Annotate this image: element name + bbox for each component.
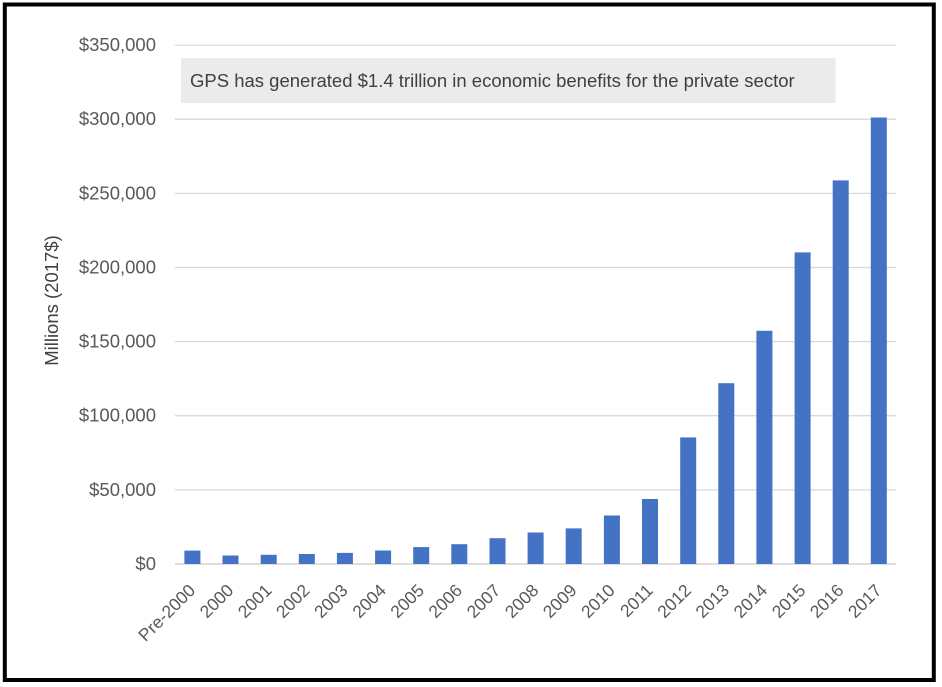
svg-text:GPS has generated $1.4 trillio: GPS has generated $1.4 trillion in econo… — [190, 70, 795, 91]
svg-text:$300,000: $300,000 — [79, 108, 156, 129]
svg-text:Millions (2017$): Millions (2017$) — [41, 235, 62, 366]
svg-text:$100,000: $100,000 — [79, 405, 156, 426]
svg-text:$350,000: $350,000 — [79, 34, 156, 55]
svg-text:$150,000: $150,000 — [79, 331, 156, 352]
svg-text:$0: $0 — [135, 553, 156, 574]
svg-text:$200,000: $200,000 — [79, 257, 156, 278]
svg-text:$50,000: $50,000 — [89, 479, 156, 500]
svg-text:$250,000: $250,000 — [79, 182, 156, 203]
